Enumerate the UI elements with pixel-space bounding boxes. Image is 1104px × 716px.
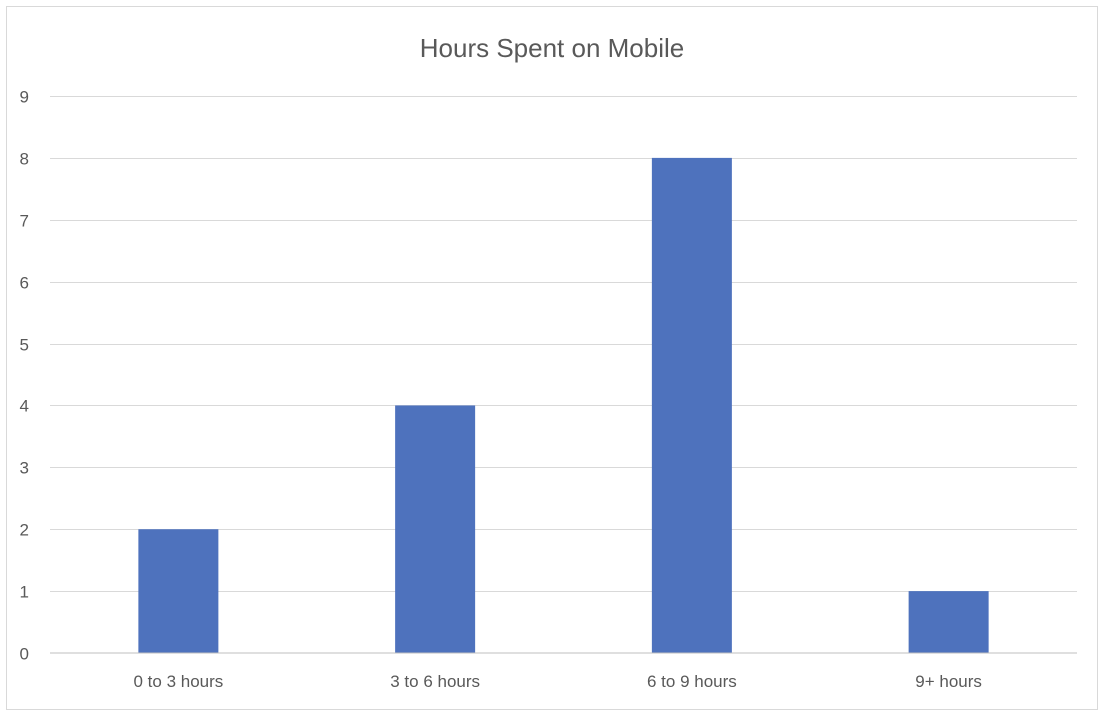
bar-4: [908, 591, 989, 653]
bar-3: [651, 157, 732, 653]
gridlines: [50, 96, 1077, 592]
y-tick-label: 4: [20, 397, 29, 416]
y-tick-label: 9: [20, 88, 29, 107]
y-tick-label: 3: [20, 459, 29, 478]
y-axis-tick-labels: 0 1 2 3 4 5 6 7 8 9: [20, 88, 29, 664]
bars: [138, 157, 989, 653]
y-tick-label: 2: [20, 521, 29, 540]
x-tick-label: 9+ hours: [915, 672, 982, 691]
y-tick-label: 7: [20, 212, 29, 231]
y-tick-label: 5: [20, 336, 29, 355]
x-axis-tick-labels: 0 to 3 hours 3 to 6 hours 6 to 9 hours 9+ h…: [133, 672, 981, 691]
y-tick-label: 1: [20, 583, 29, 602]
y-tick-label: 8: [20, 150, 29, 169]
x-tick-label: 0 to 3 hours: [133, 672, 223, 691]
x-tick-label: 3 to 6 hours: [390, 672, 480, 691]
bar-2: [395, 405, 476, 653]
chart-title: Hours Spent on Mobile: [420, 33, 684, 63]
y-tick-label: 6: [20, 274, 29, 293]
bar-1: [138, 529, 219, 653]
y-tick-label: 0: [20, 645, 29, 664]
x-tick-label: 6 to 9 hours: [647, 672, 737, 691]
